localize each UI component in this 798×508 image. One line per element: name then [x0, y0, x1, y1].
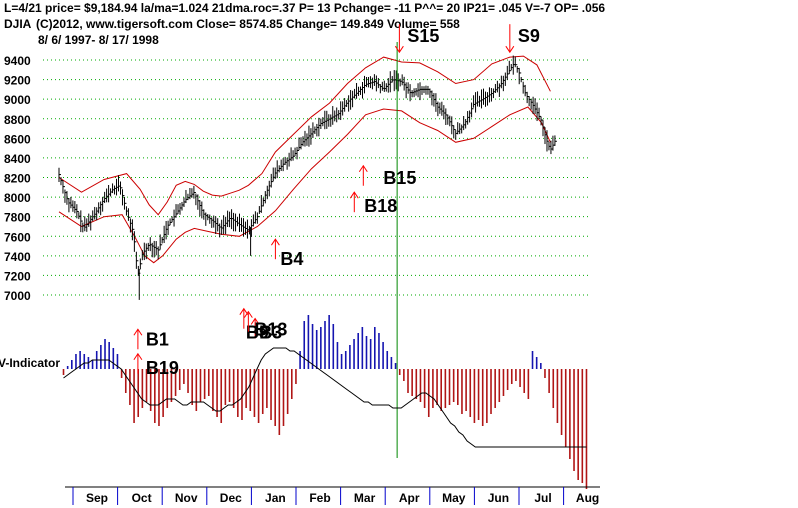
signal-label: B1 — [146, 329, 169, 349]
month-label: Jul — [534, 491, 551, 505]
signal-label: B9 — [246, 323, 269, 343]
signal-label: B18 — [364, 196, 397, 216]
y-tick-label: 7600 — [4, 230, 31, 244]
month-label: Sep — [86, 491, 108, 505]
month-label: Apr — [399, 491, 420, 505]
month-label: Feb — [309, 491, 330, 505]
month-label: Oct — [132, 491, 152, 505]
y-tick-label: 8000 — [4, 191, 31, 205]
signal-arrow-head — [250, 317, 260, 325]
month-label: Mar — [354, 491, 376, 505]
month-label: Nov — [175, 491, 198, 505]
y-tick-label: 8400 — [4, 152, 31, 166]
month-label: May — [442, 491, 466, 505]
signal-arrow-head — [133, 328, 143, 336]
y-tick-label: 7000 — [4, 289, 31, 303]
header-line-1: L=4/21 price= $9,184.94 la/ma=1.024 21dm… — [4, 1, 606, 15]
signal-arrow-head — [394, 45, 404, 54]
signal-arrow-head — [270, 238, 280, 246]
signal-label: B19 — [146, 358, 179, 378]
y-tick-label: 7400 — [4, 250, 31, 264]
indicator-ma-line — [63, 347, 587, 448]
y-tick-label: 9200 — [4, 74, 31, 88]
month-label: Dec — [220, 491, 242, 505]
signal-arrow-head — [243, 310, 253, 318]
signal-arrow-head — [239, 307, 249, 315]
y-tick-label: 8600 — [4, 132, 31, 146]
signal-arrow-head — [358, 164, 368, 173]
signal-label: B4 — [280, 249, 303, 269]
month-label: Aug — [576, 491, 599, 505]
signal-label: B15 — [383, 168, 416, 188]
month-label: Jun — [488, 491, 509, 505]
month-label: Jan — [265, 491, 286, 505]
symbol-label: DJIA — [4, 17, 32, 31]
y-tick-label: 8200 — [4, 172, 31, 186]
y-tick-label: 8800 — [4, 113, 31, 127]
date-range: 8/ 6/ 1997- 8/ 17/ 1998 — [38, 33, 159, 47]
signal-arrow-head — [349, 191, 359, 199]
signal-label: B13 — [254, 320, 287, 340]
y-tick-label: 7200 — [4, 269, 31, 283]
signal-arrow-head — [505, 45, 515, 54]
indicator-label: V-Indicator — [0, 356, 60, 370]
signal-arrow-head — [133, 352, 143, 361]
upper-band — [58, 55, 551, 216]
signal-label: S15 — [407, 26, 439, 46]
copyright-close-volume: (C)2012, www.tigersoft.com Close= 8574.8… — [36, 17, 460, 31]
signal-label: B3 — [259, 323, 282, 343]
y-tick-label: 7800 — [4, 211, 31, 225]
y-tick-label: 9000 — [4, 93, 31, 107]
y-tick-label: 9400 — [4, 54, 31, 68]
signal-label: S9 — [518, 26, 540, 46]
